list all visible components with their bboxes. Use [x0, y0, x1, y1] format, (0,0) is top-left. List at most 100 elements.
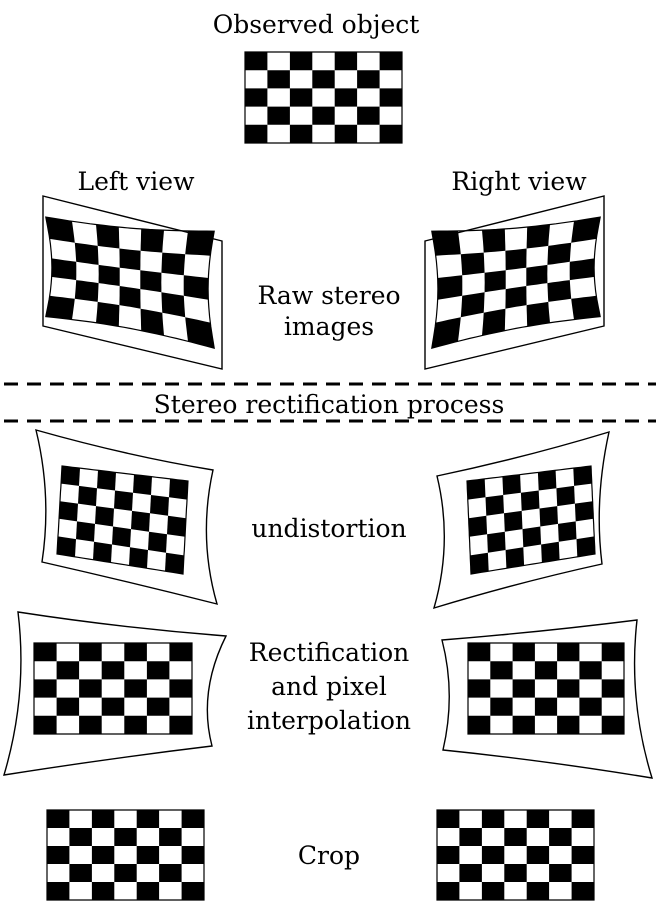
right-view-label: Right view — [451, 167, 587, 196]
checker-cell — [267, 106, 290, 125]
raw-stereo-label-line1: Raw stereo — [257, 281, 400, 310]
undistort-right-frame — [432, 430, 610, 610]
checker-cell — [169, 679, 192, 698]
checker-cell — [56, 661, 80, 680]
checker-cell — [98, 264, 120, 286]
checker-cell — [114, 828, 137, 846]
checker-cell — [57, 536, 76, 557]
checker-cell — [334, 124, 358, 143]
checker-outline — [466, 465, 596, 575]
checker-cell — [169, 643, 192, 662]
checker-cell — [47, 882, 70, 900]
checker-cell — [47, 846, 70, 864]
checker-cell — [526, 224, 550, 249]
process-label: Stereo rectification process — [154, 390, 505, 419]
checker-cell — [159, 864, 182, 882]
checker-cell — [601, 643, 624, 662]
checker-cell — [379, 52, 402, 71]
checker-cell — [574, 501, 594, 522]
checker-cell — [146, 697, 170, 716]
checker-cell — [459, 828, 482, 846]
checker-cell — [169, 715, 192, 734]
rect-left-checkerboard — [33, 642, 193, 735]
checker-cell — [504, 828, 527, 846]
checker-cell — [579, 661, 602, 680]
checker-cell — [437, 810, 460, 828]
checker-cell — [468, 515, 488, 537]
checker-cell — [185, 230, 215, 256]
checker-cell — [526, 846, 550, 864]
checker-cell — [468, 715, 491, 734]
checker-cell — [124, 715, 147, 734]
checker-cell — [357, 106, 380, 125]
checker-cell — [526, 264, 548, 286]
checker-cell — [557, 715, 580, 734]
checker-outline — [46, 809, 205, 901]
checker-cell — [312, 70, 335, 89]
image-frames — [3, 195, 654, 779]
checker-cell — [534, 661, 558, 680]
undistortion-label: undistortion — [251, 514, 406, 543]
undistort-right-checkerboard — [466, 465, 596, 575]
checker-cell — [522, 526, 542, 548]
checker-cell — [150, 495, 169, 516]
checker-cell — [91, 810, 115, 828]
rect-right-frame — [441, 619, 654, 779]
checker-cell — [468, 643, 491, 662]
checker-cell — [245, 52, 268, 71]
checker-cell — [114, 864, 137, 882]
checker-cell — [549, 864, 572, 882]
checker-cell — [140, 228, 164, 253]
checker-cell — [526, 882, 550, 900]
checker-cell — [557, 679, 580, 698]
checker-cell — [437, 275, 463, 300]
rectification-label-line2: and pixel — [271, 672, 387, 701]
checker-cell — [481, 810, 505, 828]
checker-cell — [61, 466, 80, 486]
checker-cell — [119, 286, 141, 309]
checker-cell — [437, 846, 460, 864]
checker-cell — [512, 679, 535, 698]
checker-cell — [167, 515, 186, 537]
checker-cell — [485, 495, 504, 516]
checker-cell — [181, 882, 204, 900]
checker-outline — [436, 809, 595, 901]
checker-cell — [541, 541, 560, 563]
checker-cell — [165, 552, 184, 574]
checker-cell — [140, 308, 164, 336]
raw-right-frame — [424, 195, 605, 370]
checker-outline — [33, 642, 193, 735]
checker-outline — [431, 216, 601, 350]
checker-cell — [460, 292, 485, 318]
checker-cell — [334, 88, 358, 107]
checker-cell — [379, 88, 402, 107]
checker-cell — [45, 217, 75, 243]
checker-cell — [114, 490, 133, 511]
checker-cell — [34, 715, 57, 734]
checker-cell — [484, 270, 506, 293]
checker-cell — [76, 521, 95, 542]
checker-cell — [74, 242, 99, 265]
checker-cell — [547, 242, 572, 265]
observed-object-checkerboard — [244, 51, 403, 144]
checker-cell — [124, 643, 147, 662]
raw-left-checkerboard — [45, 216, 215, 350]
checker-cell — [504, 510, 523, 532]
checker-cell — [547, 280, 572, 302]
checker-cell — [96, 301, 120, 327]
checker-cell — [69, 828, 92, 846]
checker-cell — [437, 882, 460, 900]
checker-cell — [185, 317, 215, 349]
checker-cell — [579, 697, 602, 716]
checker-cell — [289, 88, 313, 107]
checker-cell — [93, 541, 112, 563]
rectification-label-line1: Rectification — [249, 638, 409, 667]
checker-cell — [91, 882, 115, 900]
checker-cell — [334, 52, 358, 71]
checker-cell — [431, 230, 461, 256]
checker-cell — [312, 106, 335, 125]
checker-cell — [133, 474, 152, 495]
checker-cell — [101, 661, 125, 680]
